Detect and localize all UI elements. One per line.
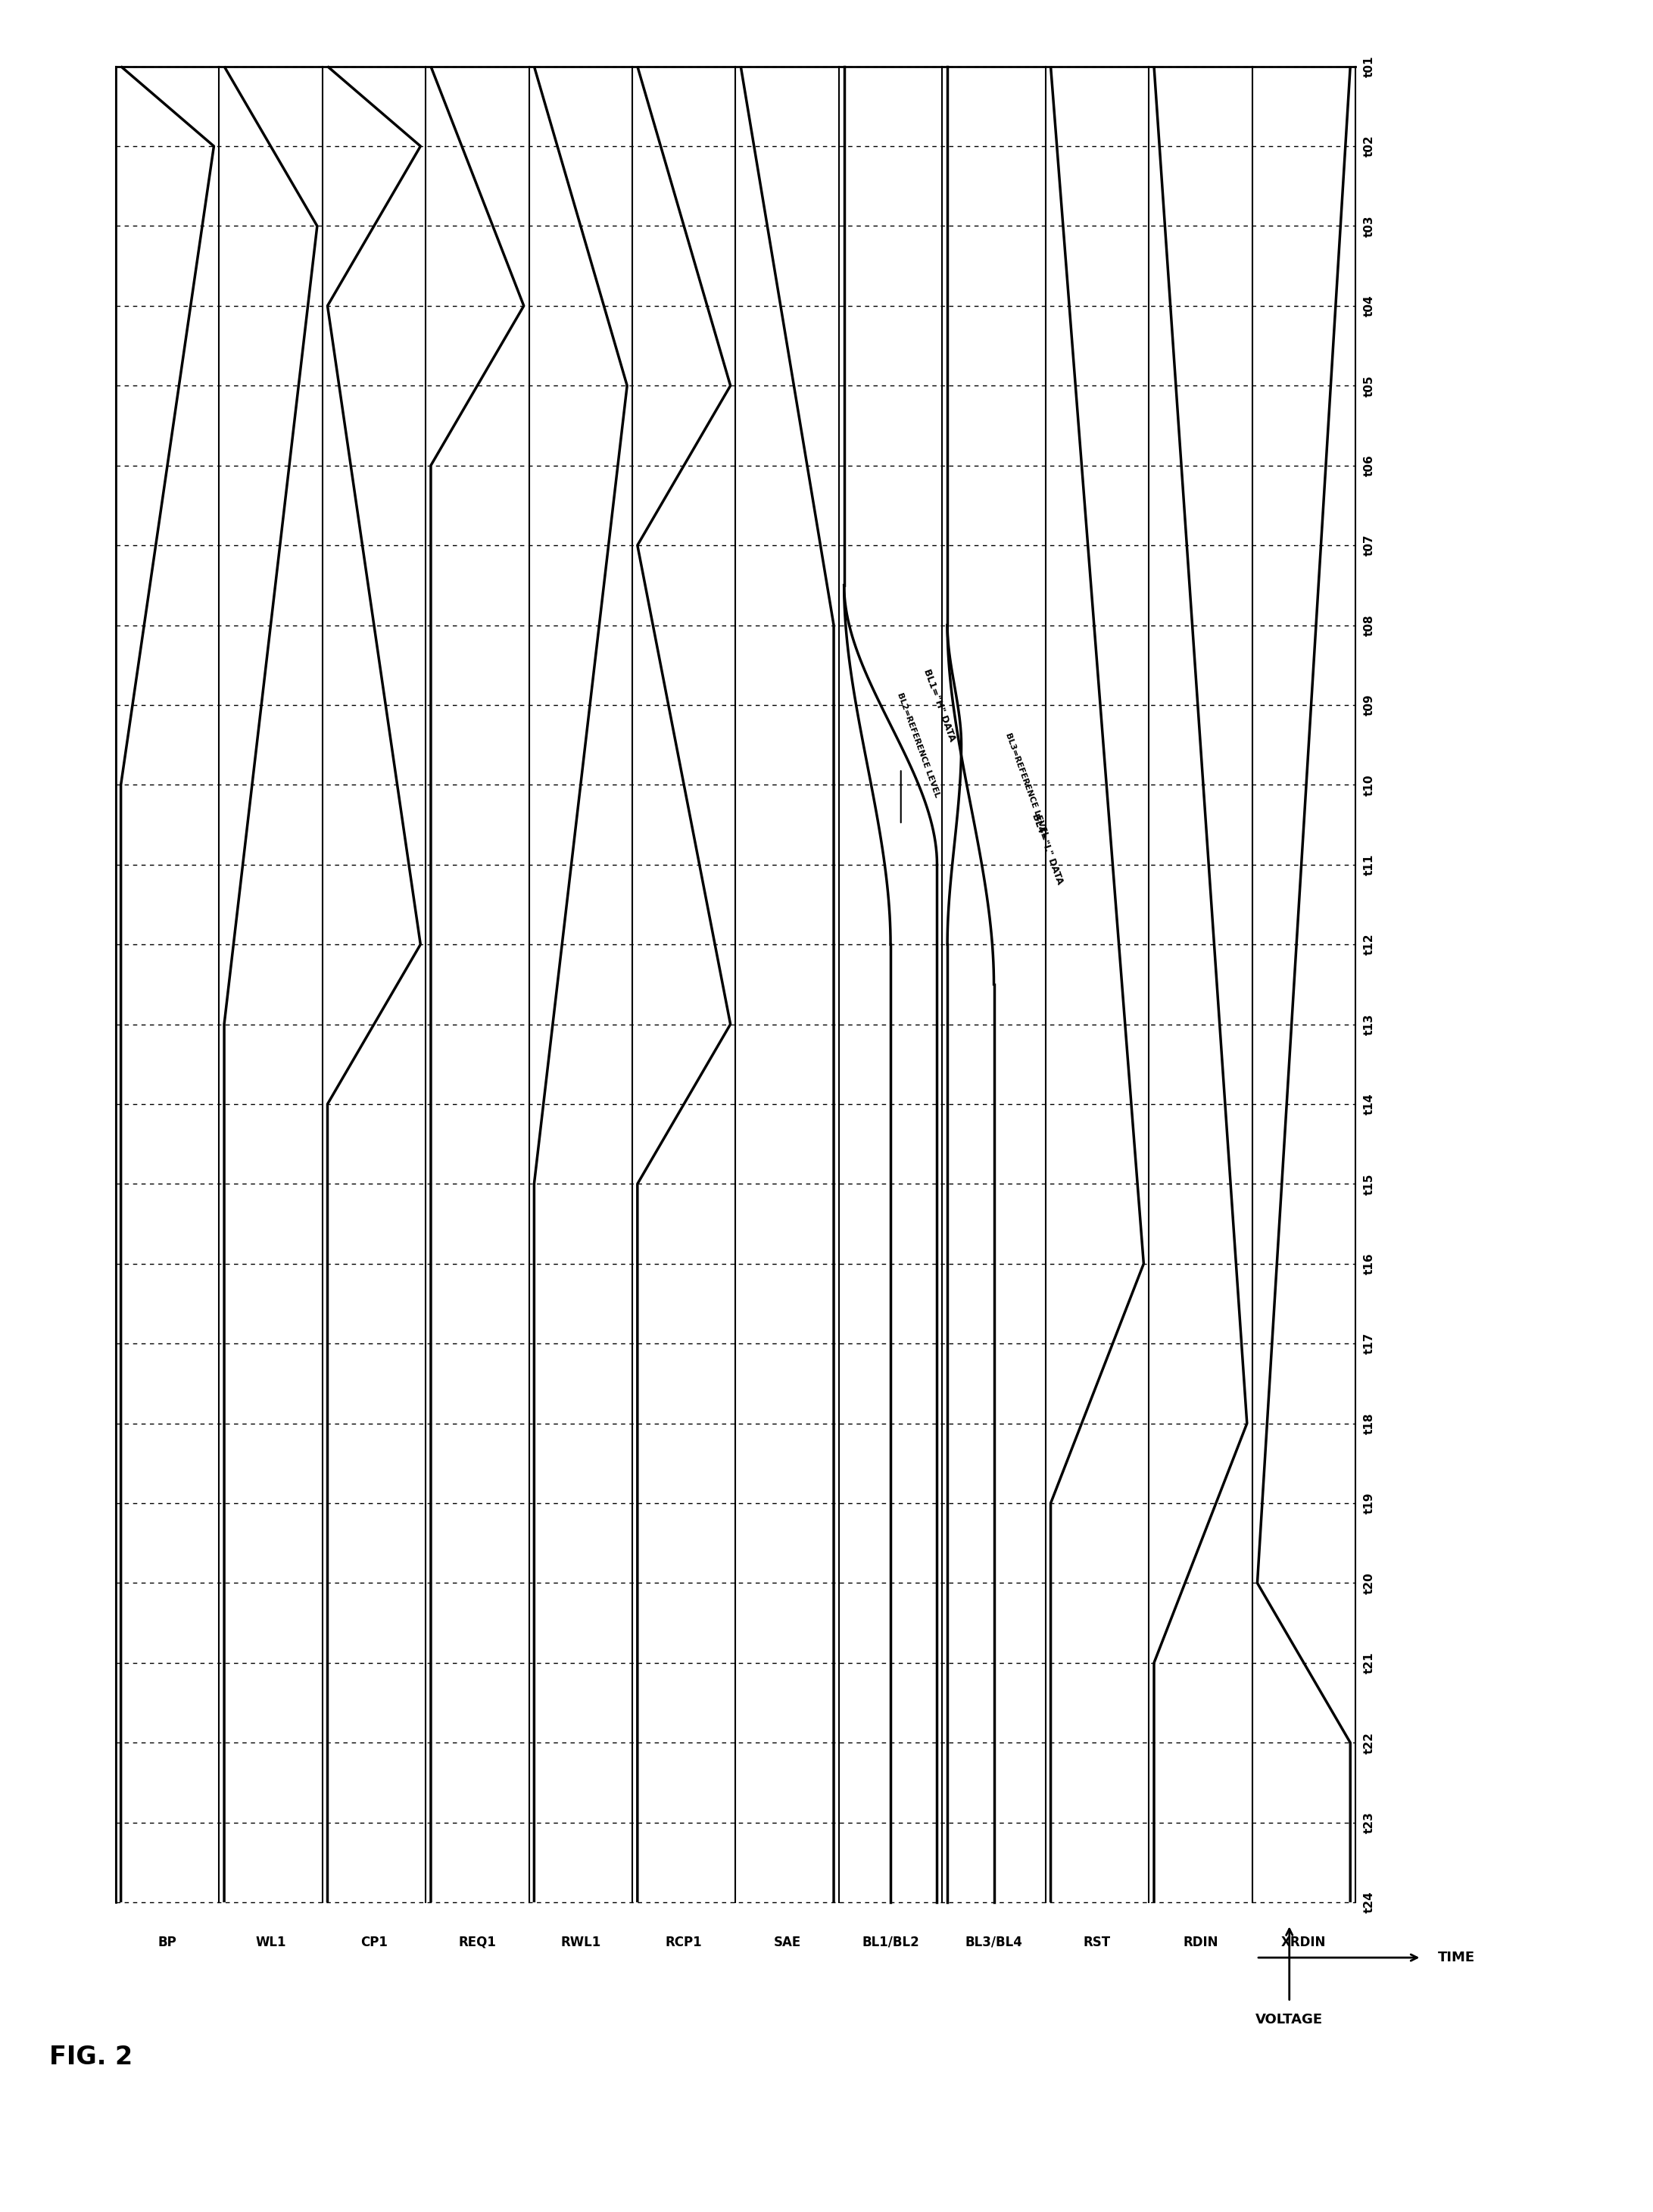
- Text: t11: t11: [1364, 854, 1375, 876]
- Text: t18: t18: [1364, 1413, 1375, 1433]
- Text: SAE: SAE: [774, 1936, 802, 1949]
- Text: BP: BP: [159, 1936, 177, 1949]
- Text: RDIN: RDIN: [1184, 1936, 1218, 1949]
- Text: t13: t13: [1364, 1013, 1375, 1035]
- Text: t20: t20: [1364, 1573, 1375, 1595]
- Text: t05: t05: [1364, 374, 1375, 396]
- Text: t04: t04: [1364, 294, 1375, 316]
- Text: t03: t03: [1364, 215, 1375, 237]
- Text: t23: t23: [1364, 1812, 1375, 1834]
- Text: t07: t07: [1364, 535, 1375, 555]
- Text: t02: t02: [1364, 135, 1375, 157]
- Text: VOLTAGE: VOLTAGE: [1256, 2013, 1322, 2026]
- Text: t19: t19: [1364, 1493, 1375, 1513]
- Text: CP1: CP1: [360, 1936, 387, 1949]
- Text: RCP1: RCP1: [666, 1936, 703, 1949]
- Text: XRDIN: XRDIN: [1281, 1936, 1326, 1949]
- Text: t14: t14: [1364, 1093, 1375, 1115]
- Text: RST: RST: [1083, 1936, 1111, 1949]
- Text: BL3/BL4: BL3/BL4: [965, 1936, 1023, 1949]
- Text: t06: t06: [1364, 456, 1375, 476]
- Text: TIME: TIME: [1438, 1951, 1476, 1964]
- Text: t16: t16: [1364, 1252, 1375, 1274]
- Text: t24: t24: [1364, 1891, 1375, 1913]
- Text: BL2=REFERENCE LEVEL: BL2=REFERENCE LEVEL: [896, 692, 941, 799]
- Text: t21: t21: [1364, 1652, 1375, 1674]
- Text: t01: t01: [1364, 55, 1375, 77]
- Text: BL3=REFERENCE LEVEL: BL3=REFERENCE LEVEL: [1005, 732, 1050, 838]
- Text: t22: t22: [1364, 1732, 1375, 1754]
- Text: t08: t08: [1364, 615, 1375, 637]
- Text: t12: t12: [1364, 933, 1375, 956]
- Text: FIG. 2: FIG. 2: [50, 2044, 132, 2070]
- Text: WL1: WL1: [255, 1936, 286, 1949]
- Text: REQ1: REQ1: [458, 1936, 496, 1949]
- Text: BL1="H" DATA: BL1="H" DATA: [922, 668, 957, 743]
- Text: RWL1: RWL1: [560, 1936, 600, 1949]
- Text: t15: t15: [1364, 1172, 1375, 1194]
- Text: BL4="L" DATA: BL4="L" DATA: [1030, 812, 1065, 885]
- Text: t09: t09: [1364, 695, 1375, 717]
- Text: t17: t17: [1364, 1334, 1375, 1354]
- Text: t10: t10: [1364, 774, 1375, 796]
- Text: BL1/BL2: BL1/BL2: [861, 1936, 919, 1949]
